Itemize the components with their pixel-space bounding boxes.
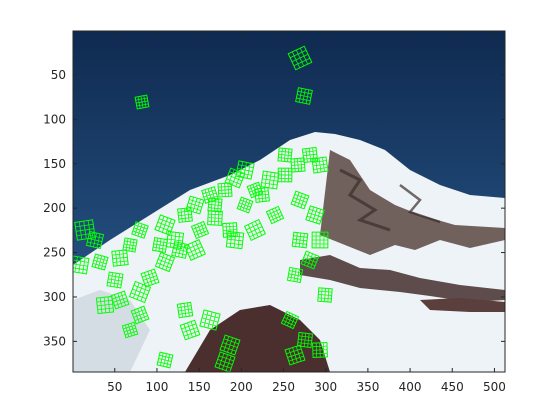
feature-descriptor <box>214 351 236 372</box>
lower-rock-right <box>420 298 505 312</box>
feature-descriptor <box>246 181 264 199</box>
y-tick-label: 200 <box>43 201 66 215</box>
feature-descriptor <box>265 205 285 225</box>
feature-descriptor <box>185 195 205 215</box>
feature-descriptor <box>130 305 150 325</box>
feature-descriptor <box>217 182 233 198</box>
feature-descriptor <box>312 342 328 358</box>
feature-descriptor <box>179 319 201 341</box>
feature-descriptor <box>95 295 115 315</box>
x-tick-label: 150 <box>188 380 211 394</box>
feature-descriptor <box>85 230 105 250</box>
feature-descriptor <box>207 210 223 226</box>
rock-ridge <box>300 255 505 302</box>
feature-descriptor <box>291 231 309 249</box>
feature-descriptor <box>73 255 90 275</box>
x-tick-label: 100 <box>146 380 169 394</box>
y-axis: 50 100 150 200 250 300 350 <box>43 68 505 348</box>
feature-descriptor <box>280 310 300 330</box>
feature-overlays <box>73 45 333 372</box>
feature-descriptor <box>151 236 169 254</box>
feature-descriptor <box>122 237 138 253</box>
y-tick-label: 350 <box>43 334 66 348</box>
feature-descriptor <box>154 251 176 273</box>
y-tick-label: 50 <box>51 68 66 82</box>
feature-descriptor <box>290 157 306 173</box>
feature-descriptor <box>207 197 223 213</box>
x-tick-label: 250 <box>272 380 295 394</box>
feature-descriptor <box>156 351 174 369</box>
feature-descriptor <box>311 231 329 249</box>
feature-descriptor <box>110 290 130 310</box>
feature-descriptor <box>131 221 149 239</box>
feature-descriptor <box>111 249 129 267</box>
feature-descriptor <box>106 271 124 289</box>
feature-descriptor <box>222 222 238 238</box>
feature-descriptor <box>277 147 293 163</box>
feature-descriptor <box>190 220 210 240</box>
ridge-detail-2 <box>399 184 441 224</box>
x-tick-label: 50 <box>107 380 122 394</box>
x-axis: 50 100 150 200 250 300 350 400 450 500 <box>107 31 506 394</box>
feature-descriptor <box>290 190 310 210</box>
mountain-image <box>73 31 505 372</box>
feature-descriptor <box>128 280 152 304</box>
feature-descriptor <box>176 301 194 319</box>
feature-descriptor <box>201 186 219 204</box>
feature-descriptor <box>225 230 245 250</box>
feature-descriptor <box>277 167 293 183</box>
feature-descriptor <box>287 45 313 71</box>
feature-descriptor <box>243 218 267 242</box>
feature-descriptor <box>305 205 325 225</box>
feature-descriptor <box>295 87 313 105</box>
feature-descriptor <box>311 156 329 174</box>
x-tick-label: 300 <box>314 380 337 394</box>
feature-descriptor <box>121 321 139 339</box>
x-tick-label: 450 <box>441 380 464 394</box>
feature-descriptor <box>219 334 241 356</box>
feature-descriptor <box>184 239 206 261</box>
feature-descriptor <box>140 268 160 288</box>
feature-descriptor <box>284 344 306 366</box>
feature-descriptor <box>236 196 254 214</box>
feature-descriptor <box>296 331 314 349</box>
feature-descriptor <box>235 160 255 180</box>
x-tick-label: 400 <box>399 380 422 394</box>
feature-descriptor <box>317 287 333 303</box>
y-tick-label: 100 <box>43 112 66 126</box>
y-tick-label: 150 <box>43 157 66 171</box>
y-tick-label: 250 <box>43 246 66 260</box>
x-tick-label: 500 <box>483 380 506 394</box>
x-tick-label: 200 <box>230 380 253 394</box>
feature-descriptor <box>199 309 221 331</box>
shadow-left <box>73 290 150 372</box>
feature-descriptor <box>134 94 150 110</box>
feature-descriptor <box>301 146 319 164</box>
feature-descriptor <box>286 266 304 284</box>
feature-descriptor <box>154 214 176 236</box>
axes-box <box>72 30 506 373</box>
ridge-detail <box>339 168 391 232</box>
mountain-snow <box>73 132 505 372</box>
x-tick-label: 350 <box>356 380 379 394</box>
y-tick-label: 300 <box>43 290 66 304</box>
rock-band <box>320 150 505 255</box>
feature-descriptor <box>91 253 109 271</box>
feature-descriptor <box>177 207 193 223</box>
feature-descriptor <box>300 250 320 270</box>
